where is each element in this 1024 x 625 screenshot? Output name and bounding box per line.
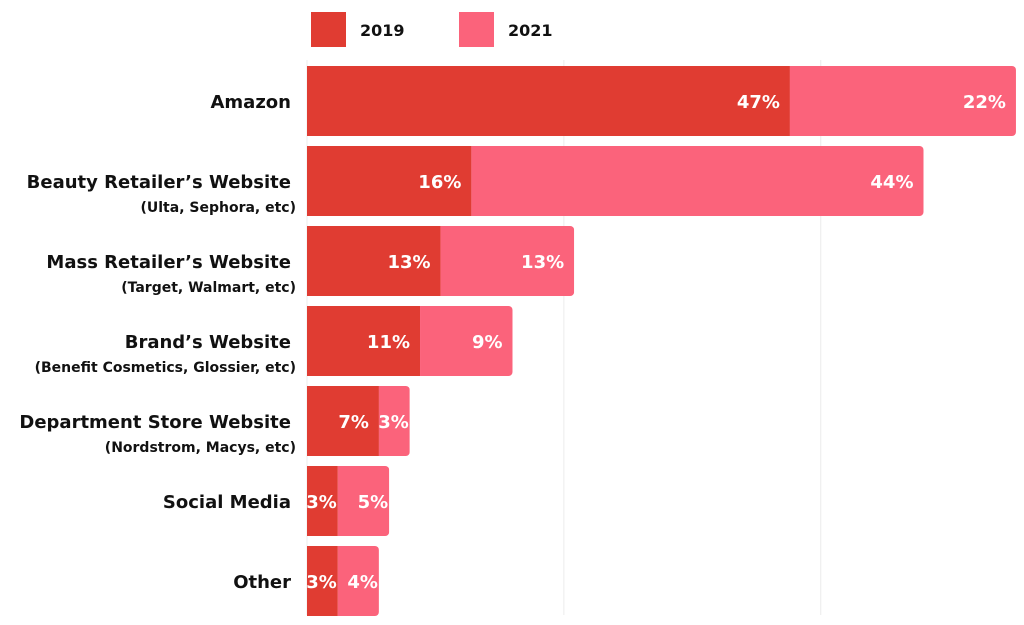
bars: 47% 22% 16% 44% 13% 13% 11% 9% 7% 3% 3% 5% 3% 4%: [306, 66, 1016, 616]
legend-swatch-2019: [311, 12, 346, 47]
data-label-2021: 22%: [963, 92, 1006, 113]
category-sublabel: (Nordstrom, Macys, etc): [105, 440, 296, 456]
category-label: Mass Retailer’s Website: [46, 252, 291, 273]
bar-segment-2019: [307, 66, 790, 136]
bar-segment-2021: [378, 386, 410, 456]
bar-segment-2019: [307, 306, 421, 376]
data-label-2019: 7%: [338, 412, 369, 433]
data-label-2019: 16%: [418, 172, 461, 193]
bar-segment-2021: [471, 146, 924, 216]
bar-segment-2021: [337, 466, 390, 536]
data-label-2021: 4%: [347, 572, 378, 593]
category-label: Social Media: [163, 492, 291, 513]
bar-segment-2019: [307, 226, 441, 296]
data-label-2019: 47%: [737, 92, 780, 113]
data-label-2021: 5%: [358, 492, 389, 513]
bar-segment-2019: [307, 546, 338, 616]
data-label-2019: 11%: [367, 332, 410, 353]
bar-segment-2019: [307, 386, 379, 456]
category-label: Department Store Website: [19, 412, 291, 433]
bar-segment-2019: [307, 146, 472, 216]
legend: 2019 2021: [311, 12, 553, 47]
category-sublabel: (Ulta, Sephora, etc): [140, 200, 296, 216]
bar-segment-2021: [420, 306, 513, 376]
data-label-2019: 13%: [387, 252, 430, 273]
category-sublabel: (Benefit Cosmetics, Glossier, etc): [35, 360, 296, 376]
category-sublabel: (Target, Walmart, etc): [121, 280, 296, 296]
bar-segment-2021: [440, 226, 575, 296]
data-label-2021: 13%: [521, 252, 564, 273]
bar-segment-2021: [789, 66, 1016, 136]
bar-segment-2019: [307, 466, 338, 536]
data-label-2019: 3%: [306, 492, 337, 513]
bar-segment-2021: [337, 546, 379, 616]
legend-swatch-2021: [459, 12, 494, 47]
data-label-2021: 9%: [472, 332, 503, 353]
legend-label-2021: 2021: [508, 21, 553, 40]
category-label: Amazon: [211, 92, 292, 113]
category-label: Beauty Retailer’s Website: [27, 172, 291, 193]
category-label: Brand’s Website: [125, 332, 291, 353]
data-label-2021: 44%: [870, 172, 913, 193]
category-labels: Amazon Beauty Retailer’s Website (Ulta, Se…: [19, 92, 296, 593]
category-label: Other: [233, 572, 291, 593]
data-label-2021: 3%: [378, 412, 409, 433]
legend-label-2019: 2019: [360, 21, 405, 40]
data-label-2019: 3%: [306, 572, 337, 593]
